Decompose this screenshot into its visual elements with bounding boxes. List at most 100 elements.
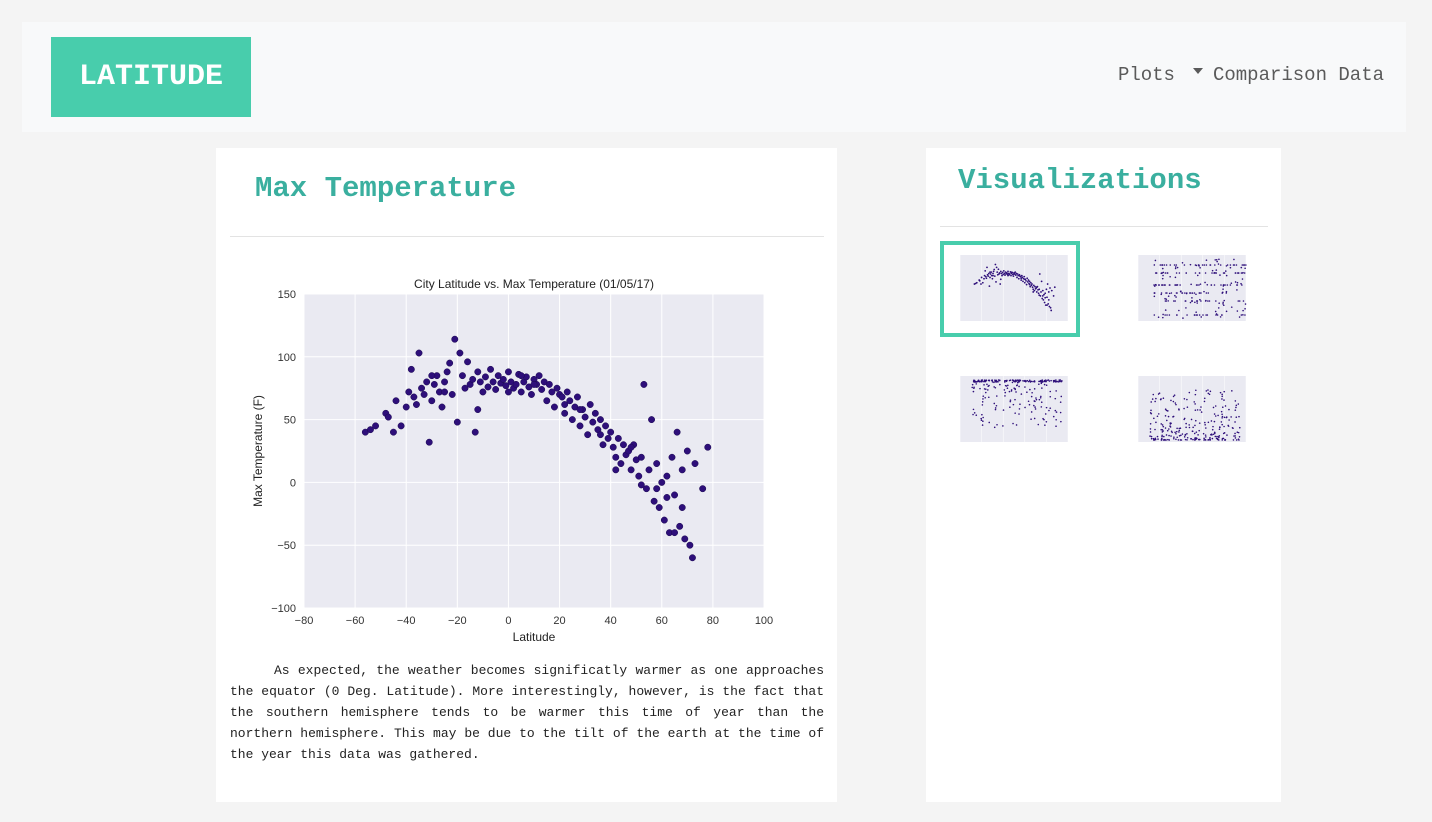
thumb-point: [1151, 398, 1154, 400]
thumb-point: [1161, 431, 1164, 433]
thumb-point: [1174, 294, 1176, 297]
thumb-point: [1225, 265, 1228, 267]
thumb-point: [1020, 393, 1023, 395]
thumb-point: [1234, 400, 1237, 402]
thumb-point: [1213, 432, 1216, 435]
thumb-point: [1166, 429, 1169, 432]
thumb-point: [1047, 298, 1050, 301]
thumb-point: [972, 413, 974, 416]
thumb-point: [982, 395, 985, 397]
thumb-point: [1198, 292, 1201, 294]
thumb-point: [1235, 404, 1238, 407]
thumb-point: [1222, 303, 1224, 305]
thumb-point: [989, 271, 991, 274]
chevron-down-icon[interactable]: [1192, 68, 1203, 74]
data-point: [655, 504, 663, 511]
thumb-point: [1200, 411, 1203, 413]
thumb-point: [995, 404, 998, 407]
thumb-point: [1166, 272, 1169, 274]
data-point: [686, 541, 694, 549]
nav-comparison-data[interactable]: Comparison Data: [1212, 64, 1384, 86]
thumb-point: [993, 275, 996, 278]
thumb-point: [1053, 286, 1056, 289]
data-point: [479, 388, 487, 396]
thumb-point: [1049, 306, 1052, 309]
data-point: [438, 403, 446, 411]
thumb-point: [1219, 264, 1222, 266]
data-point: [428, 372, 436, 380]
data-point: [573, 393, 581, 401]
thumb-point: [1163, 439, 1166, 441]
thumb-point: [1205, 427, 1207, 429]
thumb-point: [994, 386, 997, 389]
thumbnail-cloudiness[interactable]: [1118, 241, 1258, 337]
thumbnail-wind-speed[interactable]: [1118, 362, 1258, 458]
thumb-point: [1023, 278, 1026, 281]
thumb-point: [1168, 292, 1171, 295]
thumb-point: [1217, 307, 1220, 309]
thumb-point: [1240, 266, 1243, 269]
thumb-point: [1245, 264, 1247, 266]
thumb-point: [1059, 401, 1062, 403]
thumb-point: [1060, 420, 1062, 423]
thumb-point: [1155, 421, 1157, 424]
thumb-point: [1218, 302, 1220, 304]
thumb-point: [1044, 380, 1046, 383]
thumb-point: [1164, 314, 1166, 316]
thumb-point: [977, 380, 979, 383]
thumb-point: [1166, 292, 1168, 294]
thumb-point: [1207, 392, 1210, 395]
thumbnail-max-temperature[interactable]: [940, 241, 1080, 337]
thumb-point: [1046, 379, 1048, 382]
thumb-point: [981, 281, 984, 284]
x-tick-label: 60: [656, 615, 668, 627]
thumb-point: [1235, 264, 1238, 266]
thumb-point: [1042, 298, 1045, 301]
thumb-point: [1026, 391, 1028, 393]
thumb-point: [1213, 284, 1216, 286]
data-point: [635, 472, 643, 480]
thumb-point: [1160, 292, 1163, 294]
brand-logo[interactable]: LATITUDE: [51, 37, 251, 117]
thumb-point: [1176, 266, 1179, 269]
thumb-point: [994, 408, 997, 411]
thumb-point: [1218, 436, 1220, 439]
nav-plots-dropdown[interactable]: Plots: [1117, 64, 1175, 86]
thumb-point: [1240, 314, 1243, 316]
thumb-point: [1031, 286, 1034, 289]
thumb-point: [1233, 258, 1235, 261]
data-point: [627, 466, 635, 474]
thumb-point: [1045, 384, 1048, 386]
thumb-point: [980, 283, 982, 285]
thumb-point: [1026, 277, 1029, 280]
thumb-point: [1222, 304, 1225, 307]
thumb-point: [1038, 294, 1041, 297]
data-point: [428, 397, 436, 405]
thumb-point: [1173, 264, 1176, 266]
thumbnail-humidity[interactable]: [940, 362, 1080, 458]
data-point: [453, 418, 461, 426]
thumb-point: [1154, 283, 1157, 286]
thumb-point: [1221, 413, 1223, 416]
data-point: [671, 529, 679, 537]
thumb-point: [1174, 266, 1177, 268]
data-point: [576, 406, 584, 414]
data-point: [676, 522, 684, 530]
thumb-point: [1202, 432, 1205, 435]
thumb-point: [981, 401, 984, 403]
thumb-point: [1216, 314, 1219, 316]
thumb-point: [1004, 384, 1007, 387]
thumb-point: [1028, 379, 1031, 382]
thumb-point: [983, 379, 986, 382]
thumb-point: [1243, 272, 1246, 274]
thumb-point: [1162, 271, 1165, 274]
thumb-point: [1169, 284, 1171, 286]
thumb-point: [984, 396, 987, 399]
data-point: [668, 453, 676, 461]
thumb-point: [1234, 437, 1237, 439]
thumb-point: [1161, 434, 1163, 437]
thumb-point: [988, 285, 991, 288]
data-point: [612, 453, 620, 461]
thumb-point: [1210, 433, 1213, 435]
data-point: [412, 401, 420, 408]
